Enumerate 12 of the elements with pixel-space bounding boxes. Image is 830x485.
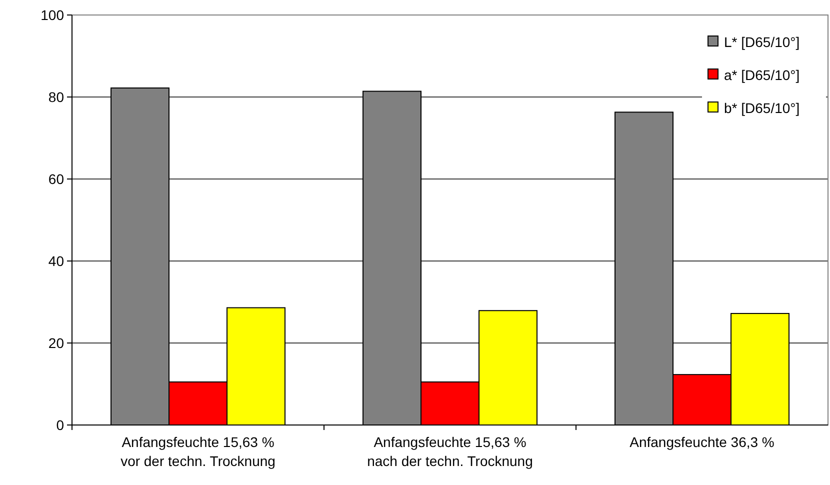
legend-label: a* [D65/10°] [724,66,800,83]
y-tick-label: 20 [48,334,64,351]
legend-label: b* [D65/10°] [724,100,800,116]
y-tick-label: 60 [48,170,64,187]
y-tick-label: 0 [56,416,64,433]
x-tick-label: Anfangsfeuchte 15,63 % nach der techn. Trocknung [367,434,533,469]
y-tick-label: 80 [48,88,64,105]
y-tick-label: 100 [40,6,64,23]
y-tick-label: 40 [48,252,64,269]
x-tick-label: Anfangsfeuchte 15,63 % vor der techn. Trocknung [120,434,276,469]
legend-label: L* [D65/10°] [724,34,800,50]
x-tick-label: Anfangsfeuchte 36,3 % [630,434,774,450]
